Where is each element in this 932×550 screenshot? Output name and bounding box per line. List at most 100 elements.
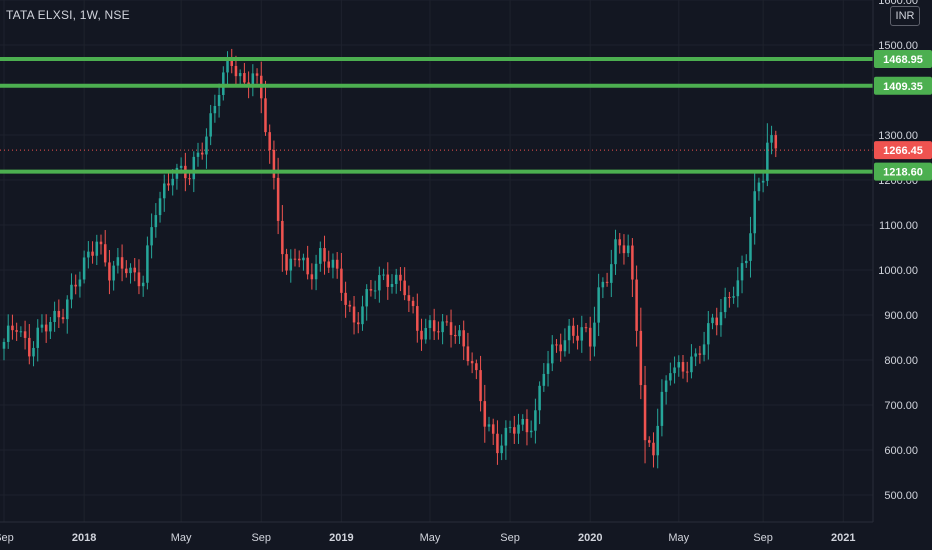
- y-tick-label: 1500.00: [878, 40, 918, 52]
- x-tick-label: Sep: [0, 532, 14, 544]
- candle-body: [369, 289, 373, 291]
- candle-body: [542, 373, 546, 386]
- candle-body: [348, 304, 352, 307]
- candle-body: [761, 180, 765, 183]
- x-tick-label: 2018: [72, 532, 96, 544]
- candle-body: [230, 60, 234, 66]
- currency-badge[interactable]: INR: [890, 6, 920, 26]
- candle-body: [276, 177, 280, 221]
- candle-body: [669, 373, 672, 381]
- candle-body: [11, 325, 14, 331]
- candle-body: [593, 322, 596, 347]
- candle-body: [546, 363, 550, 374]
- y-tick-label: 600.00: [884, 445, 918, 457]
- candle-body: [238, 73, 242, 77]
- candle-body: [475, 363, 478, 371]
- candle-body: [209, 113, 212, 137]
- candle-body: [255, 73, 259, 76]
- candle-body: [226, 60, 229, 73]
- x-tick-label: May: [668, 532, 689, 544]
- candle-body: [631, 245, 634, 280]
- candle-body: [61, 317, 65, 320]
- y-tick-label: 1600.00: [878, 0, 918, 7]
- candle-body: [588, 327, 592, 347]
- candle-body: [534, 410, 537, 431]
- candle-body: [550, 344, 554, 364]
- candle-body: [584, 327, 588, 329]
- candle-body: [622, 245, 626, 254]
- candle-body: [597, 287, 600, 323]
- candle-body: [171, 178, 174, 186]
- candle-body: [306, 257, 309, 275]
- candle-body: [15, 330, 18, 332]
- candle-body: [635, 279, 638, 331]
- price-badge: [874, 162, 932, 181]
- horizontal-levels[interactable]: [0, 56, 873, 174]
- candle-body: [673, 367, 676, 374]
- candle-body: [158, 198, 162, 216]
- candle-body: [681, 362, 685, 372]
- price-badges: 1468.95 1409.35 1218.60 1266.45: [874, 49, 932, 181]
- candle-body: [487, 424, 491, 427]
- candle-body: [698, 353, 702, 355]
- symbol-title[interactable]: TATA ELXSI, 1W, NSE: [6, 8, 130, 22]
- candle-body: [753, 191, 756, 234]
- y-tick-label: 1100.00: [879, 220, 918, 232]
- candle-body: [40, 324, 44, 328]
- candle-body: [458, 330, 461, 337]
- price-badge-label: 1266.45: [883, 145, 923, 157]
- candle-body: [137, 272, 141, 287]
- candle-body: [508, 427, 512, 429]
- candle-body: [715, 317, 719, 326]
- candle-body: [365, 289, 368, 307]
- candle-body: [614, 239, 617, 265]
- price-badge-label: 1409.35: [883, 81, 923, 93]
- candle-body: [711, 317, 714, 324]
- candle-body: [462, 330, 465, 347]
- candle-body: [618, 239, 622, 246]
- candle-body: [694, 353, 697, 357]
- candle-body: [327, 261, 331, 268]
- x-tick-label: May: [420, 532, 441, 544]
- candle-body: [555, 344, 558, 346]
- candle-body: [424, 328, 428, 340]
- candle-body: [639, 330, 643, 386]
- candle-body: [538, 385, 541, 411]
- candle-body: [470, 361, 474, 364]
- candle-body: [428, 320, 432, 329]
- candle-body: [626, 245, 630, 254]
- price-badge: [874, 49, 932, 68]
- candle-body: [23, 331, 27, 338]
- candle-body: [416, 306, 419, 331]
- candle-body: [453, 334, 457, 337]
- candle-body: [707, 323, 710, 345]
- candle-body: [723, 297, 727, 313]
- candle-body: [610, 264, 613, 283]
- candle-body: [340, 268, 343, 293]
- candle-body: [188, 178, 191, 180]
- x-tick-label: Sep: [500, 532, 520, 544]
- candle-body: [647, 440, 651, 443]
- candle-body: [500, 445, 503, 454]
- candle-body: [217, 94, 221, 106]
- candle-body: [732, 296, 735, 298]
- candle-body: [344, 292, 347, 305]
- candle-body: [382, 274, 385, 276]
- price-badge-label: 1218.60: [883, 167, 923, 179]
- candle-body: [664, 380, 668, 392]
- candle-body: [335, 259, 339, 269]
- candle-body: [36, 327, 40, 348]
- candle-body: [120, 257, 124, 269]
- candle-body: [719, 312, 723, 326]
- time-axis[interactable]: [0, 522, 932, 550]
- x-tick-label: 2019: [329, 532, 353, 544]
- candle-body: [103, 244, 107, 263]
- x-tick-label: 2021: [831, 532, 855, 544]
- candle-body: [65, 299, 69, 320]
- candle-body: [323, 248, 326, 262]
- x-axis-ticks: Sep 2018 May Sep 2019 May Sep 2020 May Sep 2021: [0, 532, 856, 544]
- candle-body: [108, 262, 111, 281]
- candle-body: [196, 152, 200, 157]
- candle-body: [580, 327, 584, 341]
